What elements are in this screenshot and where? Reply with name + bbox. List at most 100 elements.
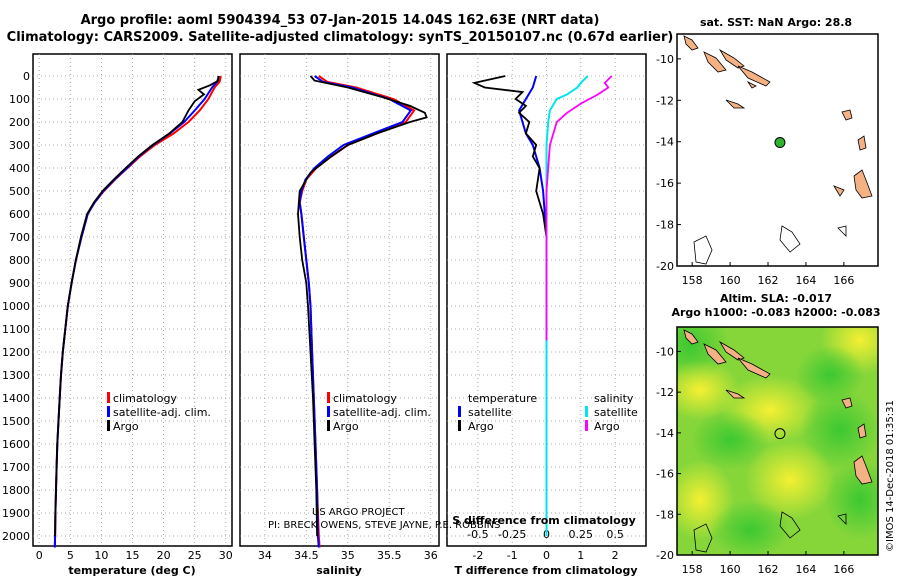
profile-lines (53, 75, 613, 548)
legend-swatch-sal-argo (585, 420, 588, 431)
sla-map-field (677, 327, 878, 555)
x-tick-label: 1 (577, 549, 584, 562)
temperature-legend: climatology satellite-adj. clim. Argo (107, 392, 211, 433)
legend-label: Argo (594, 420, 620, 433)
map-lon-label: 158 (682, 563, 703, 576)
temperature-panel (32, 53, 233, 547)
map-lon-label: 158 (682, 274, 703, 287)
map-lon-label: 164 (795, 563, 816, 576)
depth-tick-label: 700 (9, 231, 30, 244)
legend-label: climatology (113, 392, 177, 405)
depth-tick-label: 200 (9, 116, 30, 129)
credit-pi: PI: BRECK OWENS, STEVE JAYNE, P.E. ROBBI… (268, 520, 501, 531)
profile-satellite-adj-clim- (53, 75, 220, 548)
depth-tick-label: 100 (9, 93, 30, 106)
map-lat-label: -14 (656, 427, 674, 440)
depth-tick-label: 900 (9, 277, 30, 290)
sst-map-title: sat. SST: NaN Argo: 28.8 (700, 16, 852, 29)
x-tick-label: 2 (612, 549, 619, 562)
profile-temperature-argo (471, 75, 548, 536)
depth-tick-label: 500 (9, 185, 30, 198)
profile-argo (297, 75, 428, 537)
sst-map-frame (676, 33, 879, 267)
legend-swatch-climatology (107, 392, 110, 403)
map-lon-label: 164 (795, 274, 816, 287)
map-lat-label: -20 (656, 260, 674, 273)
legend-label: Argo (333, 420, 359, 433)
legend-label: Argo (468, 420, 494, 433)
sst-map-coastlines (683, 35, 873, 265)
map-lon-label: 162 (758, 274, 779, 287)
legend-title-salinity: salinity (594, 392, 634, 405)
sla-map-frame (676, 326, 879, 556)
depth-tick-label: 600 (9, 208, 30, 221)
depth-tick-label: 1700 (2, 461, 30, 474)
depth-tick-label: 1900 (2, 507, 30, 520)
map-lat-label: -14 (656, 136, 674, 149)
depth-tick-label: 2000 (2, 530, 30, 543)
s-diff-tick-label: -0.5 (467, 528, 488, 541)
depth-tick-label: 0 (23, 70, 30, 83)
profile-salinity-satellite (545, 75, 589, 536)
x-tick-label: 35 (341, 549, 355, 562)
difference-xlabel: T difference from climatology (454, 564, 637, 577)
legend-label: satellite-adj. clim. (333, 406, 431, 419)
sla-map-subtitle: Argo h1000: -0.083 h2000: -0.083 (671, 306, 880, 319)
depth-tick-label: 800 (9, 254, 30, 267)
x-tick-label: 10 (94, 549, 108, 562)
s-diff-tick-label: 0.25 (569, 528, 594, 541)
x-tick-label: 35.5 (377, 549, 402, 562)
axis-ticks: 0100200300400500600700800900100011001200… (2, 70, 624, 562)
depth-tick-label: 1200 (2, 346, 30, 359)
grid-lines (33, 54, 646, 546)
salinity-legend: climatology satellite-adj. clim. Argo US… (268, 392, 501, 531)
x-tick-label: 36 (424, 549, 438, 562)
legend-label: satellite (594, 406, 638, 419)
difference-top-label: S difference from climatology (452, 514, 636, 527)
legend-swatch-sal-satellite (585, 406, 588, 417)
x-tick-label: -2 (472, 549, 483, 562)
legend-swatch-satellite (327, 406, 330, 417)
temperature-xlabel: temperature (deg C) (68, 564, 195, 577)
map-lon-label: 166 (833, 274, 854, 287)
profile-argo (54, 76, 220, 537)
map-lat-label: -10 (656, 345, 674, 358)
legend-label: Argo (113, 420, 139, 433)
argo-float-marker (774, 137, 786, 149)
x-tick-label: 0 (543, 549, 550, 562)
title-line-2: Climatology: CARS2009. Satellite-adjuste… (6, 30, 674, 45)
map-lat-label: -20 (656, 549, 674, 562)
map-lat-label: -18 (656, 508, 674, 521)
x-tick-label: 25 (188, 549, 202, 562)
legend-label: satellite-adj. clim. (113, 406, 211, 419)
depth-tick-label: 1500 (2, 415, 30, 428)
map-axis-ticks: 158 158 160 160 162 162 164 164 166 166 -10 -10 -12 -… (656, 53, 854, 576)
legend-swatch-climatology (327, 392, 330, 403)
x-tick-label: 5 (67, 549, 74, 562)
map-lat-label: -16 (656, 468, 674, 481)
x-tick-label: 34 (258, 549, 272, 562)
map-lat-label: -10 (656, 53, 674, 66)
x-tick-label: 20 (157, 549, 171, 562)
depth-tick-label: 400 (9, 162, 30, 175)
depth-tick-label: 1300 (2, 369, 30, 382)
map-lon-label: 160 (720, 563, 741, 576)
s-diff-tick-label: -0.25 (498, 528, 526, 541)
map-lon-label: 166 (833, 563, 854, 576)
depth-tick-label: 300 (9, 139, 30, 152)
profile-salinity-argo (545, 75, 613, 341)
map-lat-label: -18 (656, 219, 674, 232)
x-tick-label: 34.5 (294, 549, 319, 562)
map-lon-label: 162 (758, 563, 779, 576)
map-lat-label: -12 (656, 94, 674, 107)
x-tick-label: -1 (507, 549, 518, 562)
legend-label: satellite (468, 406, 512, 419)
depth-tick-label: 1400 (2, 392, 30, 405)
salinity-panel (239, 53, 440, 547)
depth-tick-label: 1800 (2, 484, 30, 497)
map-lat-label: -12 (656, 386, 674, 399)
x-tick-label: 15 (126, 549, 140, 562)
title-line-1: Argo profile: aoml 5904394_53 07-Jan-201… (80, 13, 600, 28)
legend-label: climatology (333, 392, 397, 405)
legend-swatch-argo (107, 420, 110, 431)
